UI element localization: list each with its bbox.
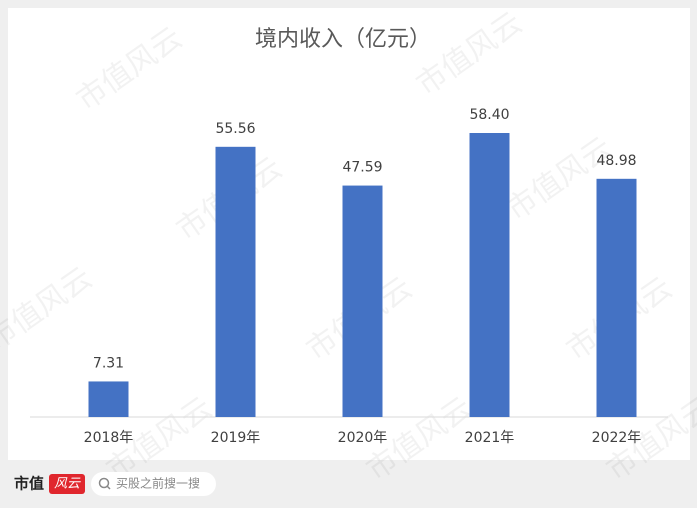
value-label: 55.56: [215, 121, 255, 137]
value-label: 47.59: [342, 160, 382, 176]
search-placeholder: 买股之前搜一搜: [116, 476, 200, 491]
value-label: 48.98: [596, 153, 636, 169]
footer-logo: 市值: [14, 475, 44, 493]
bar: [469, 133, 510, 417]
bar: [88, 381, 129, 417]
chart-title: 境内收入（亿元）: [255, 27, 431, 52]
x-tick-label: 2018年: [84, 430, 134, 446]
x-tick-label: 2021年: [465, 430, 515, 446]
logo-badge: [49, 474, 85, 494]
value-label: 7.31: [93, 355, 124, 371]
footer: 市值 风云 买股之前搜一搜: [14, 472, 216, 496]
search-box[interactable]: [91, 472, 216, 496]
bar: [342, 185, 383, 417]
x-tick-label: 2022年: [592, 430, 642, 446]
search-icon-handle: [106, 485, 111, 490]
value-label: 58.40: [469, 107, 509, 123]
bar: [596, 178, 637, 417]
x-tick-label: 2020年: [338, 430, 388, 446]
x-tick-label: 2019年: [211, 430, 261, 446]
footer-logo-badge: 风云: [54, 477, 81, 492]
search-icon: [98, 477, 110, 489]
bar: [215, 146, 256, 417]
